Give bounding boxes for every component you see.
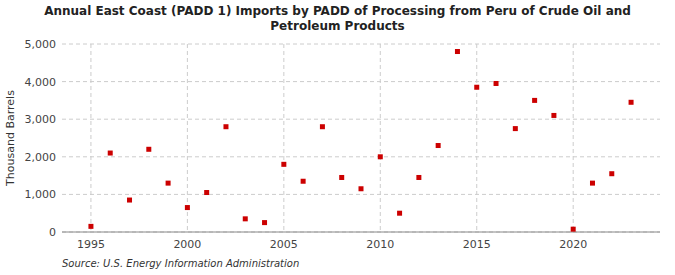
point <box>185 205 190 210</box>
point <box>166 181 171 186</box>
point <box>146 147 151 152</box>
point <box>474 85 479 90</box>
x-tick-label: 2010 <box>366 238 394 251</box>
y-tick-label: 5,000 <box>25 38 57 51</box>
y-grid-line <box>62 156 660 157</box>
y-grid-line <box>62 119 660 120</box>
point <box>243 216 248 221</box>
point <box>320 124 325 129</box>
point <box>609 171 614 176</box>
point <box>416 175 421 180</box>
points <box>88 49 633 232</box>
x-axis-line <box>62 232 660 233</box>
y-tick-label: 0 <box>49 226 56 239</box>
point <box>629 100 634 105</box>
chart-root: Annual East Coast (PADD 1) Imports by PA… <box>0 0 675 275</box>
point <box>127 198 132 203</box>
y-grid-line <box>62 81 660 82</box>
point <box>262 220 267 225</box>
y-tick-label: 2,000 <box>25 151 57 164</box>
point <box>513 126 518 131</box>
point <box>590 181 595 186</box>
point <box>532 98 537 103</box>
x-tick-label: 2015 <box>463 238 491 251</box>
y-grid-line <box>62 194 660 195</box>
point <box>378 154 383 159</box>
point <box>204 190 209 195</box>
x-tick-label: 2000 <box>173 238 201 251</box>
y-grid-line <box>62 232 660 233</box>
chart-svg: Annual East Coast (PADD 1) Imports by PA… <box>0 0 675 275</box>
x-tick-label: 2020 <box>559 238 587 251</box>
y-grid-line <box>62 44 660 45</box>
y-tick-label: 3,000 <box>25 113 57 126</box>
x-tick-label: 2005 <box>270 238 298 251</box>
title-line: Petroleum Products <box>270 19 404 33</box>
y-tick-label: 1,000 <box>25 188 57 201</box>
point <box>223 124 228 129</box>
x-grid-line <box>283 44 284 232</box>
grid <box>62 44 660 232</box>
point <box>301 179 306 184</box>
x-grid-line <box>90 44 91 232</box>
point <box>88 224 93 229</box>
x-grid-line <box>380 44 381 232</box>
y-tick-label: 4,000 <box>25 76 57 89</box>
y-axis-label: Thousand Barrels <box>4 90 17 187</box>
point <box>397 211 402 216</box>
point <box>339 175 344 180</box>
point <box>494 81 499 86</box>
title-line: Annual East Coast (PADD 1) Imports by PA… <box>44 4 631 18</box>
x-grid-line <box>187 44 188 232</box>
source-note: Source: U.S. Energy Information Administ… <box>62 258 299 269</box>
x-grid-line <box>573 44 574 232</box>
point <box>436 143 441 148</box>
point <box>455 49 460 54</box>
point <box>359 186 364 191</box>
title: Annual East Coast (PADD 1) Imports by PA… <box>44 4 631 33</box>
point <box>108 151 113 156</box>
x-grid-line <box>476 44 477 232</box>
x-tick-label: 1995 <box>77 238 105 251</box>
point <box>281 162 286 167</box>
point <box>571 227 576 232</box>
point <box>551 113 556 118</box>
